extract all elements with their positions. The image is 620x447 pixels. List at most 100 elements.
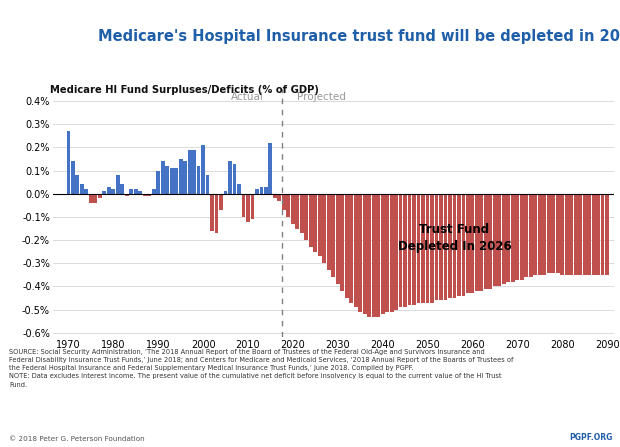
- Bar: [201, 145, 205, 194]
- Bar: [363, 194, 366, 314]
- Bar: [282, 194, 286, 210]
- Bar: [166, 166, 169, 194]
- Bar: [206, 175, 210, 194]
- Text: PETERSON: PETERSON: [27, 59, 67, 64]
- Bar: [237, 185, 241, 194]
- Bar: [479, 194, 483, 291]
- Bar: [394, 194, 398, 310]
- Bar: [232, 164, 236, 194]
- Bar: [578, 194, 582, 275]
- Bar: [336, 194, 340, 284]
- Bar: [605, 194, 609, 275]
- Bar: [533, 194, 537, 275]
- Bar: [461, 194, 466, 296]
- Bar: [152, 189, 156, 194]
- Bar: [412, 194, 416, 305]
- Bar: [161, 161, 164, 194]
- Bar: [556, 194, 560, 273]
- Bar: [300, 194, 304, 233]
- Bar: [538, 194, 542, 275]
- Bar: [529, 194, 533, 277]
- Bar: [331, 194, 335, 277]
- Bar: [340, 194, 344, 291]
- Bar: [80, 185, 84, 194]
- Text: Actual: Actual: [231, 92, 264, 102]
- Bar: [376, 194, 380, 316]
- Bar: [138, 191, 142, 194]
- Bar: [399, 194, 402, 308]
- Bar: [466, 194, 470, 293]
- Bar: [188, 150, 192, 194]
- Bar: [430, 194, 434, 303]
- Bar: [583, 194, 587, 275]
- Bar: [542, 194, 546, 275]
- Bar: [66, 131, 70, 194]
- Bar: [507, 194, 510, 282]
- Bar: [264, 187, 268, 194]
- Text: PETER G.: PETER G.: [30, 53, 64, 59]
- Bar: [318, 194, 322, 256]
- Bar: [148, 194, 151, 196]
- Bar: [84, 189, 88, 194]
- Bar: [246, 194, 250, 222]
- Bar: [268, 143, 272, 194]
- Bar: [565, 194, 569, 275]
- Bar: [309, 194, 312, 247]
- Bar: [551, 194, 555, 273]
- Bar: [192, 150, 196, 194]
- Bar: [408, 194, 412, 305]
- Text: Projected: Projected: [298, 92, 346, 102]
- Bar: [224, 191, 228, 194]
- Bar: [179, 159, 182, 194]
- Bar: [313, 194, 317, 252]
- Bar: [574, 194, 578, 275]
- Bar: [125, 194, 129, 196]
- Bar: [255, 189, 259, 194]
- Bar: [484, 194, 488, 289]
- Bar: [116, 175, 120, 194]
- Bar: [502, 194, 506, 284]
- Bar: [475, 194, 479, 291]
- Text: FOUNDATION: FOUNDATION: [30, 64, 64, 69]
- Bar: [511, 194, 515, 282]
- Bar: [515, 194, 519, 279]
- Bar: [601, 194, 604, 275]
- Bar: [112, 189, 115, 194]
- Bar: [367, 194, 371, 316]
- Bar: [457, 194, 461, 296]
- Bar: [596, 194, 600, 275]
- Bar: [71, 161, 75, 194]
- Bar: [417, 194, 420, 303]
- Bar: [228, 161, 232, 194]
- Bar: [349, 194, 353, 303]
- Bar: [76, 175, 79, 194]
- Text: SOURCE: Social Security Administration, ’The 2018 Annual Report of the Board of : SOURCE: Social Security Administration, …: [9, 349, 514, 388]
- Bar: [448, 194, 452, 298]
- Bar: [242, 194, 246, 217]
- Bar: [569, 194, 573, 275]
- Bar: [29, 50, 65, 55]
- Bar: [322, 194, 326, 263]
- Bar: [403, 194, 407, 308]
- Bar: [174, 168, 178, 194]
- Bar: [372, 194, 376, 316]
- Bar: [304, 194, 308, 240]
- Bar: [94, 194, 97, 203]
- Bar: [560, 194, 564, 275]
- Bar: [219, 194, 223, 210]
- Bar: [471, 194, 474, 293]
- Bar: [273, 194, 277, 198]
- Bar: [291, 194, 294, 224]
- Bar: [358, 194, 362, 312]
- Bar: [443, 194, 448, 300]
- Bar: [390, 194, 394, 312]
- Bar: [587, 194, 591, 275]
- Text: © 2018 Peter G. Peterson Foundation: © 2018 Peter G. Peterson Foundation: [9, 436, 145, 442]
- Bar: [453, 194, 456, 298]
- Bar: [327, 194, 330, 270]
- Bar: [130, 189, 133, 194]
- Bar: [120, 185, 124, 194]
- Bar: [184, 161, 187, 194]
- Bar: [41, 37, 53, 52]
- Text: PGPF.ORG: PGPF.ORG: [569, 433, 613, 442]
